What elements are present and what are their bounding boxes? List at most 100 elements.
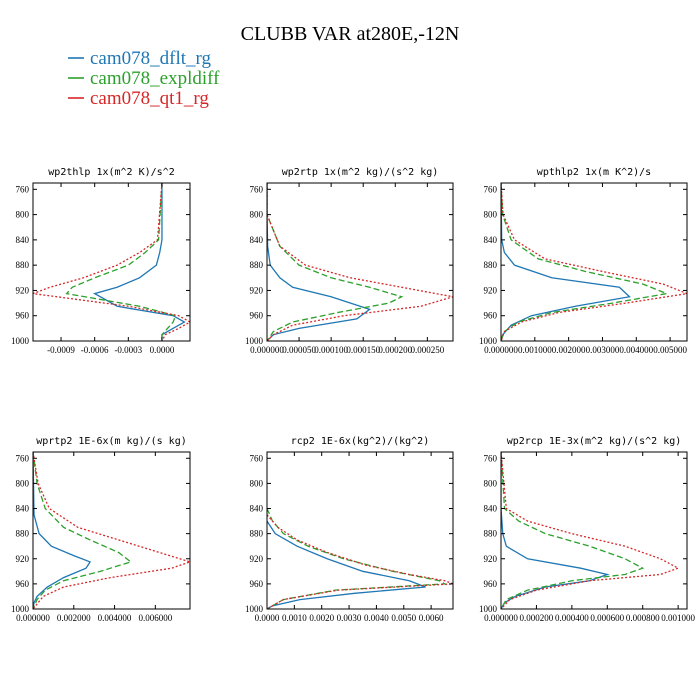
y-tick-label: 880 <box>250 260 264 270</box>
series-line-1 <box>501 452 645 609</box>
x-tick-label: 0.000250 <box>410 345 444 355</box>
y-tick-label: 760 <box>250 453 264 463</box>
x-tick-label: 0.0010 <box>282 613 307 623</box>
y-tick-label: 800 <box>250 478 264 488</box>
x-tick-label: -0.0003 <box>114 345 142 355</box>
y-tick-label: 880 <box>16 260 30 270</box>
y-tick-label: 1000 <box>479 604 498 614</box>
y-tick-label: 880 <box>16 529 30 539</box>
figure-title: CLUBB VAR at280E,-12N <box>241 23 460 45</box>
y-tick-label: 840 <box>16 235 30 245</box>
x-tick-label: 0.000800 <box>626 613 660 623</box>
x-tick-label: 0.004000 <box>619 345 653 355</box>
y-tick-label: 920 <box>16 554 30 564</box>
series-line-0 <box>501 183 631 341</box>
y-tick-label: 760 <box>484 453 498 463</box>
panel-4: rcp2 1E-6x(kg^2)/(kg^2) 760 800 840 880 920 96… <box>245 436 454 623</box>
panel-3: wprtp2 1E-6x(m kg)/(s kg) 760 800 840 880 920… <box>11 436 191 623</box>
x-tick-label: 0.000600 <box>590 613 624 623</box>
y-tick-label: 760 <box>484 184 498 194</box>
x-tick-label: 0.001000 <box>661 613 695 623</box>
panel-1: wp2rtp 1x(m^2 kg)/(s^2 kg) 760 800 840 880 92… <box>245 167 454 355</box>
y-tick-label: 1000 <box>11 336 30 346</box>
series-line-2 <box>33 452 190 609</box>
panel-0: wp2thlp 1x(m^2 K)/s^2 760 800 840 880 920 960 1… <box>11 167 191 355</box>
series-line-1 <box>267 508 448 609</box>
x-tick-label: 0.0020 <box>309 613 334 623</box>
y-tick-label: 800 <box>250 210 264 220</box>
x-tick-label: 0.000200 <box>378 345 412 355</box>
x-tick-label: 0.005000 <box>653 345 687 355</box>
x-tick-label: 0.000000 <box>484 345 518 355</box>
x-tick-label: 0.000000 <box>250 345 284 355</box>
y-tick-label: 960 <box>16 579 30 589</box>
panel-title: wp2thlp 1x(m^2 K)/s^2 <box>48 167 174 178</box>
panel-title: rcp2 1E-6x(kg^2)/(kg^2) <box>291 436 429 447</box>
x-tick-label: 0.000100 <box>314 345 348 355</box>
y-tick-label: 880 <box>484 529 498 539</box>
panel-title: wp2rcp 1E-3x(m^2 kg)/(s^2 kg) <box>507 436 682 447</box>
y-tick-label: 960 <box>250 579 264 589</box>
series-line-0 <box>267 520 426 609</box>
panel-2: wpthlp2 1x(m K^2)/s 760 800 840 880 920 960 100… <box>479 167 688 355</box>
plot-frame <box>32 182 191 342</box>
y-tick-label: 920 <box>250 554 264 564</box>
series-line-1 <box>33 452 133 609</box>
series-line-1 <box>267 183 404 341</box>
x-tick-label: 0.0000 <box>150 345 175 355</box>
y-tick-label: 1000 <box>245 336 264 346</box>
x-tick-label: 0.0060 <box>419 613 444 623</box>
y-tick-label: 920 <box>250 285 264 295</box>
series-line-0 <box>33 452 92 609</box>
x-tick-label: -0.0006 <box>81 345 109 355</box>
x-tick-label: 0.000000 <box>16 613 50 623</box>
series-line-1 <box>65 183 177 341</box>
y-tick-label: 760 <box>250 184 264 194</box>
series-line-2 <box>267 183 453 341</box>
y-tick-label: 840 <box>484 235 498 245</box>
x-tick-label: 0.003000 <box>586 345 620 355</box>
plot-frame <box>500 451 688 610</box>
y-tick-label: 920 <box>16 285 30 295</box>
y-tick-label: 920 <box>484 554 498 564</box>
y-tick-label: 840 <box>250 235 264 245</box>
series-line-2 <box>501 183 687 341</box>
series-line-0 <box>92 183 186 341</box>
series-line-2 <box>267 514 453 609</box>
plot-frame <box>266 182 454 342</box>
y-tick-label: 1000 <box>245 604 264 614</box>
y-tick-label: 840 <box>16 504 30 514</box>
plot-frame <box>32 451 191 610</box>
y-tick-label: 960 <box>484 579 498 589</box>
y-tick-label: 800 <box>484 210 498 220</box>
y-tick-label: 800 <box>16 210 30 220</box>
series-line-0 <box>501 452 610 609</box>
x-tick-label: 0.0040 <box>364 613 389 623</box>
x-tick-label: 0.001000 <box>518 345 552 355</box>
x-tick-label: -0.0009 <box>47 345 75 355</box>
x-tick-label: 0.0050 <box>391 613 416 623</box>
y-tick-label: 800 <box>484 478 498 488</box>
x-tick-label: 0.000000 <box>484 613 518 623</box>
panel-title: wprtp2 1E-6x(m kg)/(s kg) <box>36 436 187 447</box>
plot-frame <box>266 451 454 610</box>
y-tick-label: 760 <box>16 184 30 194</box>
x-tick-label: 0.000050 <box>282 345 316 355</box>
y-tick-label: 920 <box>484 285 498 295</box>
x-tick-label: 0.002000 <box>552 345 586 355</box>
x-tick-label: 0.002000 <box>57 613 91 623</box>
y-tick-label: 1000 <box>479 336 498 346</box>
x-tick-label: 0.0030 <box>337 613 362 623</box>
series-line-1 <box>501 183 670 341</box>
x-tick-label: 0.000200 <box>520 613 554 623</box>
x-tick-label: 0.0000 <box>255 613 280 623</box>
y-tick-label: 880 <box>484 260 498 270</box>
panel-title: wp2rtp 1x(m^2 kg)/(s^2 kg) <box>282 167 439 178</box>
series-line-2 <box>501 452 680 609</box>
legend: cam078_dflt_rgcam078_expldiffcam078_qt1_… <box>68 48 220 109</box>
panel-5: wp2rcp 1E-3x(m^2 kg)/(s^2 kg) 760 800 840 88… <box>479 436 696 623</box>
series-line-0 <box>267 183 372 341</box>
y-tick-label: 960 <box>250 311 264 321</box>
x-tick-label: 0.006000 <box>138 613 172 623</box>
